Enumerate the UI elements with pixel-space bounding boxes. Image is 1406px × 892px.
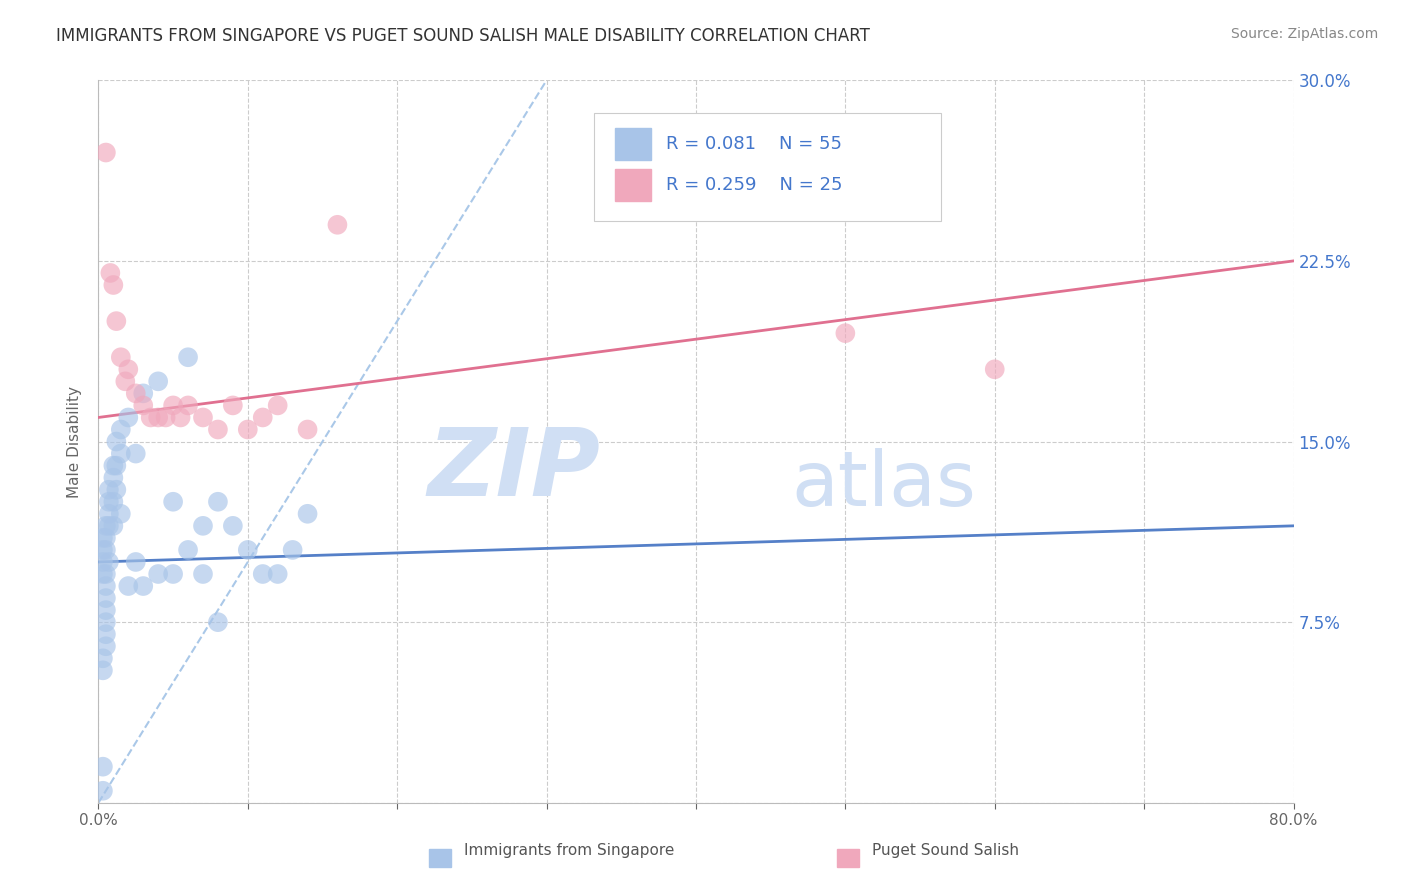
Point bbox=[177, 542, 200, 557]
Point bbox=[117, 410, 139, 425]
Point bbox=[191, 518, 214, 533]
Point bbox=[155, 410, 177, 425]
Point bbox=[97, 518, 120, 533]
Point bbox=[326, 218, 349, 232]
Text: atlas: atlas bbox=[792, 448, 976, 522]
Y-axis label: Male Disability: Male Disability bbox=[67, 385, 83, 498]
Point bbox=[97, 483, 120, 497]
Point bbox=[281, 542, 304, 557]
Text: R = 0.259    N = 25: R = 0.259 N = 25 bbox=[666, 176, 842, 194]
Point bbox=[105, 483, 128, 497]
Point bbox=[91, 651, 114, 665]
Text: ZIP: ZIP bbox=[427, 425, 600, 516]
Text: Immigrants from Singapore: Immigrants from Singapore bbox=[464, 843, 675, 858]
Point bbox=[94, 603, 117, 617]
Point bbox=[834, 326, 856, 340]
Point bbox=[91, 664, 114, 678]
Point bbox=[148, 567, 170, 582]
Point bbox=[207, 422, 229, 436]
Point bbox=[162, 398, 184, 412]
Point bbox=[94, 567, 117, 582]
Point bbox=[103, 277, 125, 292]
Point bbox=[105, 434, 128, 449]
Point bbox=[91, 760, 114, 774]
Point bbox=[148, 410, 170, 425]
Point bbox=[97, 494, 120, 508]
Point bbox=[110, 446, 132, 460]
Point bbox=[236, 422, 259, 436]
Point bbox=[91, 555, 114, 569]
Point bbox=[267, 398, 290, 412]
Point bbox=[103, 518, 125, 533]
Point bbox=[110, 507, 132, 521]
Text: Source: ZipAtlas.com: Source: ZipAtlas.com bbox=[1230, 27, 1378, 41]
Point bbox=[132, 398, 155, 412]
Point bbox=[94, 639, 117, 653]
Point bbox=[94, 518, 117, 533]
Point bbox=[236, 542, 259, 557]
Point bbox=[169, 410, 191, 425]
FancyBboxPatch shape bbox=[614, 128, 651, 161]
Text: R = 0.081    N = 55: R = 0.081 N = 55 bbox=[666, 135, 842, 153]
Point bbox=[94, 531, 117, 545]
Point bbox=[148, 374, 170, 388]
Text: Puget Sound Salish: Puget Sound Salish bbox=[872, 843, 1019, 858]
Point bbox=[98, 266, 122, 280]
Point bbox=[177, 350, 200, 364]
Point bbox=[222, 518, 245, 533]
Point bbox=[297, 422, 319, 436]
Point bbox=[97, 555, 120, 569]
Point bbox=[207, 494, 229, 508]
Point bbox=[125, 386, 148, 401]
Point bbox=[94, 579, 117, 593]
Point bbox=[252, 410, 274, 425]
Point bbox=[91, 531, 114, 545]
Text: IMMIGRANTS FROM SINGAPORE VS PUGET SOUND SALISH MALE DISABILITY CORRELATION CHAR: IMMIGRANTS FROM SINGAPORE VS PUGET SOUND… bbox=[56, 27, 870, 45]
Point bbox=[125, 555, 148, 569]
Point bbox=[103, 458, 125, 473]
Point bbox=[267, 567, 290, 582]
Point bbox=[91, 784, 114, 798]
Point bbox=[105, 314, 128, 328]
Point bbox=[117, 362, 139, 376]
Point bbox=[162, 494, 184, 508]
Point bbox=[984, 362, 1007, 376]
Point bbox=[191, 567, 214, 582]
Point bbox=[94, 627, 117, 641]
Point bbox=[110, 422, 132, 436]
Point bbox=[132, 579, 155, 593]
Point bbox=[94, 542, 117, 557]
Point bbox=[94, 591, 117, 605]
Point bbox=[97, 507, 120, 521]
Point bbox=[103, 470, 125, 484]
Point bbox=[125, 446, 148, 460]
Point bbox=[207, 615, 229, 630]
FancyBboxPatch shape bbox=[595, 112, 941, 221]
Point bbox=[103, 494, 125, 508]
FancyBboxPatch shape bbox=[614, 169, 651, 202]
Point bbox=[94, 145, 117, 160]
Point bbox=[297, 507, 319, 521]
Point bbox=[94, 615, 117, 630]
Point bbox=[252, 567, 274, 582]
Point bbox=[91, 542, 114, 557]
Point bbox=[222, 398, 245, 412]
Point bbox=[117, 579, 139, 593]
Point bbox=[91, 567, 114, 582]
Point bbox=[162, 567, 184, 582]
Point bbox=[132, 386, 155, 401]
Point bbox=[177, 398, 200, 412]
Point bbox=[110, 350, 132, 364]
Point bbox=[139, 410, 162, 425]
Point bbox=[105, 458, 128, 473]
Point bbox=[191, 410, 214, 425]
Point bbox=[114, 374, 136, 388]
